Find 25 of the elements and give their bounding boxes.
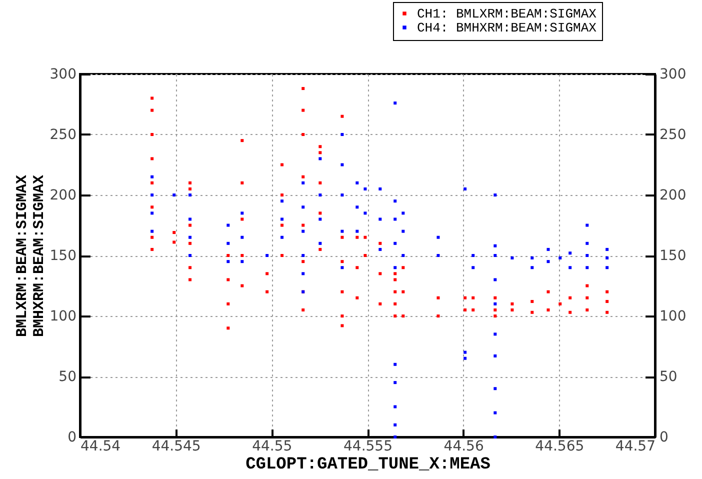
y2-tick-label: 150 <box>660 248 686 264</box>
x-tick-label: 44.56 <box>444 438 484 454</box>
y-tick-label: 150 <box>50 248 76 264</box>
y2-tick-label: 100 <box>660 308 686 324</box>
y-tick-label: 300 <box>50 66 76 82</box>
y-tick-label: 200 <box>50 188 76 204</box>
legend-label: CH1: BMLXRM:BEAM:SIGMAX <box>417 6 597 22</box>
x-tick-label: 44.57 <box>615 438 656 454</box>
y2-tick-label: 0 <box>660 430 668 446</box>
y2-tick-label: 250 <box>660 127 686 143</box>
x-tick-label: 44.54 <box>80 438 121 454</box>
y-tick-label: 0 <box>68 430 76 446</box>
y2-tick-label: 200 <box>660 188 686 204</box>
x-tick-label: 44.555 <box>344 438 392 454</box>
y2-tick-label: 300 <box>660 66 686 82</box>
legend-label: CH4: BMHXRM:BEAM:SIGMAX <box>417 20 597 36</box>
y-tick-label: 250 <box>50 127 76 143</box>
x-tick-label: 44.565 <box>535 438 584 454</box>
x-axis-title: CGLOPT:GATED_TUNE_X:MEAS <box>246 456 490 474</box>
y2-tick-label: 50 <box>660 369 678 385</box>
y-axis-title: BMLXRM:BEAM:SIGMAX BMHXRM:BEAM:SIGMAX <box>14 174 48 338</box>
y-tick-label: 100 <box>50 308 76 324</box>
x-tick-label: 44.55 <box>252 438 292 454</box>
x-tick-label: 44.545 <box>152 438 201 454</box>
y-tick-label: 50 <box>58 369 76 385</box>
